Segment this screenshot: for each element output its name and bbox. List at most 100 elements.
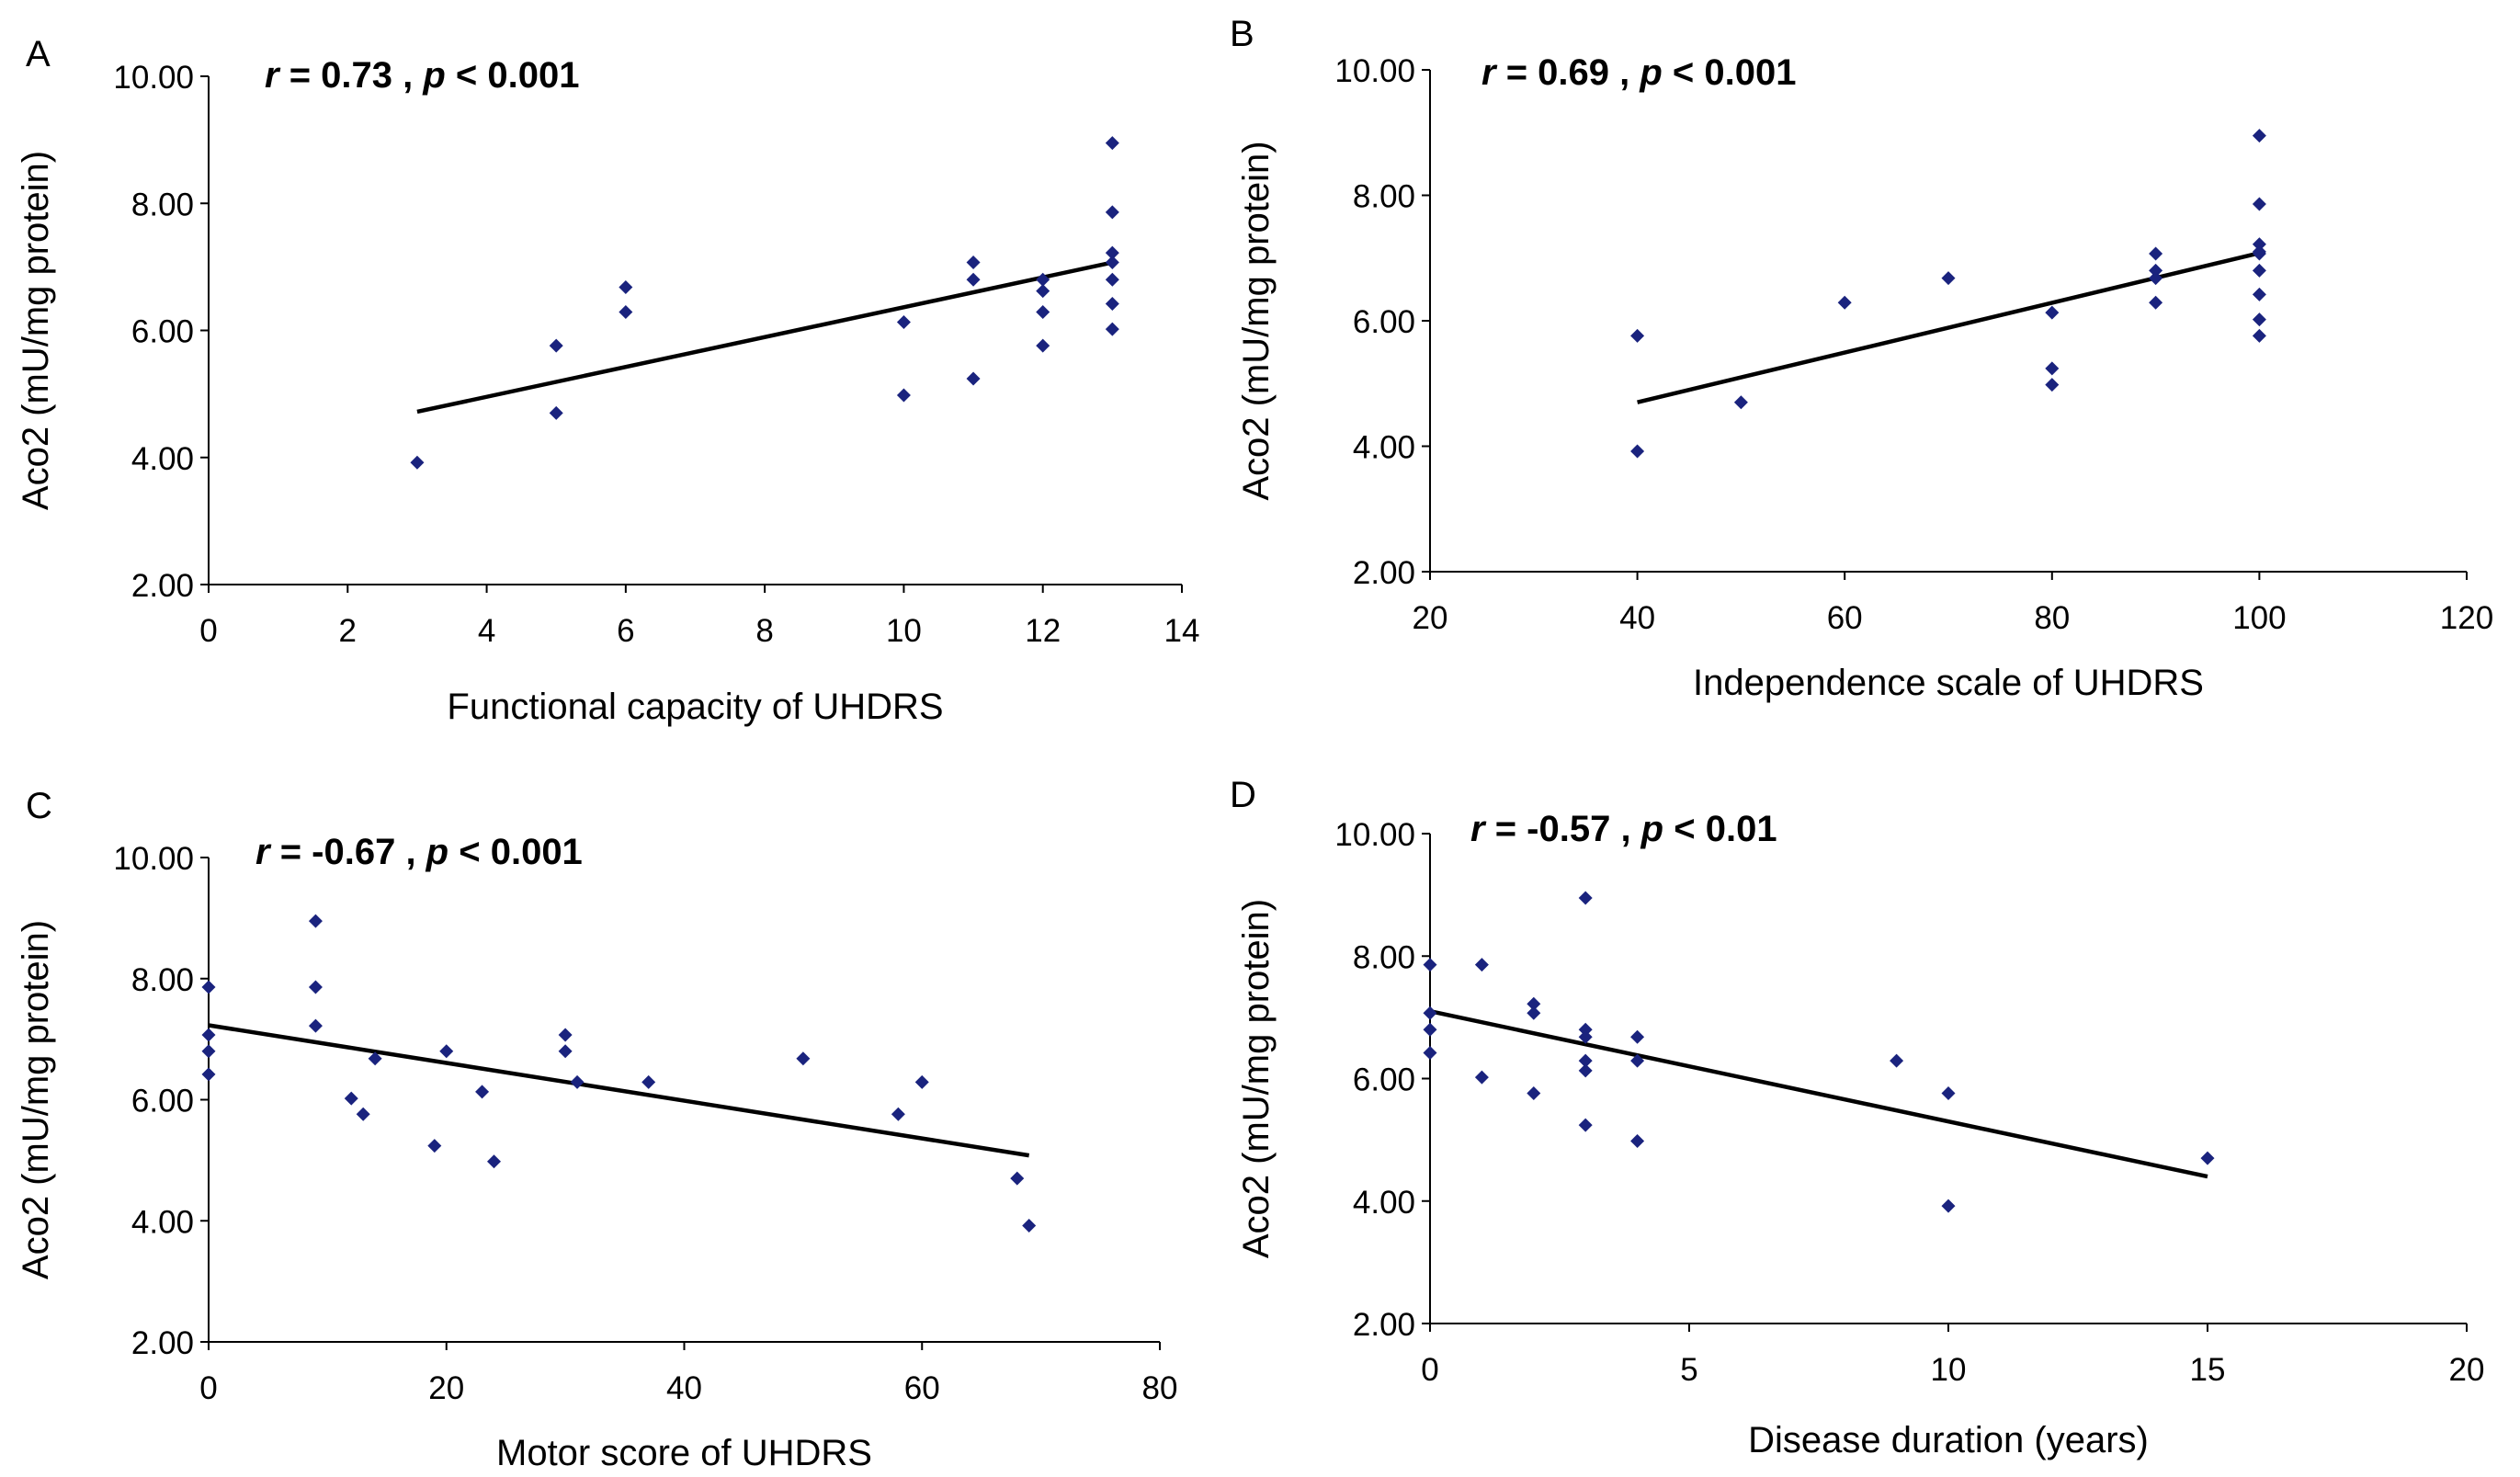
annotation-r-value: = -0.67 ,	[280, 832, 416, 872]
data-point	[1630, 444, 1645, 459]
annotation-r-label: r	[1481, 52, 1506, 93]
data-point	[308, 914, 323, 928]
y-tick-label: 2.00	[131, 1325, 194, 1361]
y-tick-label: 10.00	[113, 60, 194, 96]
data-point	[410, 455, 425, 470]
data-point	[1527, 1085, 1541, 1100]
data-point	[1527, 996, 1541, 1011]
data-point	[1578, 891, 1593, 905]
x-tick-label: 0	[1421, 1352, 1438, 1388]
data-point	[1022, 1219, 1037, 1233]
correlation-annotation: r = 0.73 , p < 0.001	[265, 55, 580, 96]
trendline	[208, 1023, 1030, 1158]
annotation-p-value: < 0.001	[459, 832, 583, 872]
data-point	[1733, 395, 1748, 410]
x-tick-label: 40	[666, 1370, 702, 1406]
panel-a: A 2.00 4.00 6.00 8.00 10.00 0 2 4 6 8 10 12 14 Functio…	[16, 34, 1199, 727]
data-point	[1105, 322, 1119, 336]
data-point	[896, 388, 911, 403]
panel-label: C	[26, 786, 52, 826]
data-point	[1105, 272, 1119, 287]
x-tick-label: 15	[2190, 1352, 2226, 1388]
annotation-p-value: < 0.001	[1673, 52, 1797, 93]
x-tick-label: 100	[2232, 600, 2286, 636]
data-point	[344, 1091, 358, 1106]
y-axis-title: Aco2 (mU/mg protein)	[1236, 899, 1277, 1258]
y-tick-label: 4.00	[1353, 1185, 1415, 1221]
annotation-p-label: p	[413, 55, 456, 96]
data-point	[2252, 287, 2266, 301]
panel-label: B	[1230, 14, 1254, 54]
x-tick-label: 2	[339, 613, 357, 649]
data-point	[356, 1107, 370, 1121]
x-tick-label: 60	[1827, 600, 1863, 636]
data-point	[1423, 1005, 1437, 1020]
data-point	[1630, 1053, 1645, 1068]
panel-b: B 2.00 4.00 6.00 8.00 10.00 20 40 60 80 100 120 Inde…	[1230, 14, 2493, 703]
data-point	[558, 1044, 573, 1059]
data-point	[1036, 272, 1050, 287]
data-point	[1890, 1053, 1904, 1068]
x-tick-label: 20	[1413, 600, 1448, 636]
data-point	[549, 405, 563, 420]
annotation-p-value: < 0.001	[456, 55, 580, 96]
data-point	[641, 1074, 656, 1089]
data-point	[2252, 263, 2266, 278]
data-point	[2045, 305, 2060, 320]
data-point	[966, 256, 981, 270]
data-point	[487, 1154, 501, 1169]
data-point	[475, 1085, 490, 1099]
y-tick-label: 2.00	[131, 568, 194, 604]
data-point	[308, 980, 323, 994]
annotation-r-label: r	[1470, 809, 1495, 849]
data-point	[368, 1051, 382, 1066]
x-tick-label: 120	[2440, 600, 2493, 636]
data-point	[1036, 338, 1050, 353]
data-point	[1474, 958, 1489, 972]
data-point	[619, 304, 633, 319]
y-tick-label: 6.00	[1353, 1062, 1415, 1098]
x-tick-label: 12	[1025, 613, 1061, 649]
data-point	[2149, 271, 2163, 286]
data-point	[558, 1028, 573, 1042]
data-point	[796, 1051, 811, 1066]
y-tick-label: 10.00	[1334, 817, 1415, 853]
correlation-annotation: r = -0.57 , p < 0.01	[1470, 809, 1777, 849]
data-point	[1578, 1118, 1593, 1132]
data-point	[2045, 361, 2060, 376]
y-tick-label: 10.00	[113, 841, 194, 877]
data-point	[1578, 1029, 1593, 1044]
data-point	[1630, 328, 1645, 343]
y-tick-label: 4.00	[131, 1204, 194, 1240]
data-point	[966, 272, 981, 287]
x-tick-label: 20	[2449, 1352, 2485, 1388]
data-point	[2149, 246, 2163, 261]
y-axis-title: Aco2 (mU/mg protein)	[1236, 141, 1277, 500]
data-point	[1010, 1171, 1025, 1186]
y-tick-label: 2.00	[1353, 555, 1415, 591]
trendline	[1429, 1009, 2208, 1179]
data-point	[201, 1044, 216, 1059]
annotation-p-label: p	[416, 832, 460, 872]
data-point	[1578, 1022, 1593, 1037]
data-point	[1423, 958, 1437, 972]
data-point	[1630, 1029, 1645, 1044]
panel-c: C 2.00 4.00 6.00 8.00 10.00 0 20 40 60 80 Motor sco…	[16, 786, 1177, 1473]
annotation-p-label: p	[1629, 52, 1673, 93]
y-tick-label: 8.00	[131, 962, 194, 998]
data-point	[2252, 244, 2266, 259]
data-point	[2252, 197, 2266, 211]
x-tick-label: 80	[2034, 600, 2070, 636]
data-point	[896, 315, 911, 330]
data-point	[1105, 136, 1119, 151]
y-tick-label: 8.00	[1353, 939, 1415, 975]
data-point	[201, 980, 216, 994]
y-tick-label: 2.00	[1353, 1307, 1415, 1343]
x-axis-title: Disease duration (years)	[1748, 1420, 2149, 1460]
x-tick-label: 10	[886, 613, 922, 649]
x-tick-label: 40	[1619, 600, 1655, 636]
data-point	[1941, 1085, 1956, 1100]
data-point	[1630, 1133, 1645, 1148]
annotation-r-value: = -0.57 ,	[1495, 809, 1631, 849]
